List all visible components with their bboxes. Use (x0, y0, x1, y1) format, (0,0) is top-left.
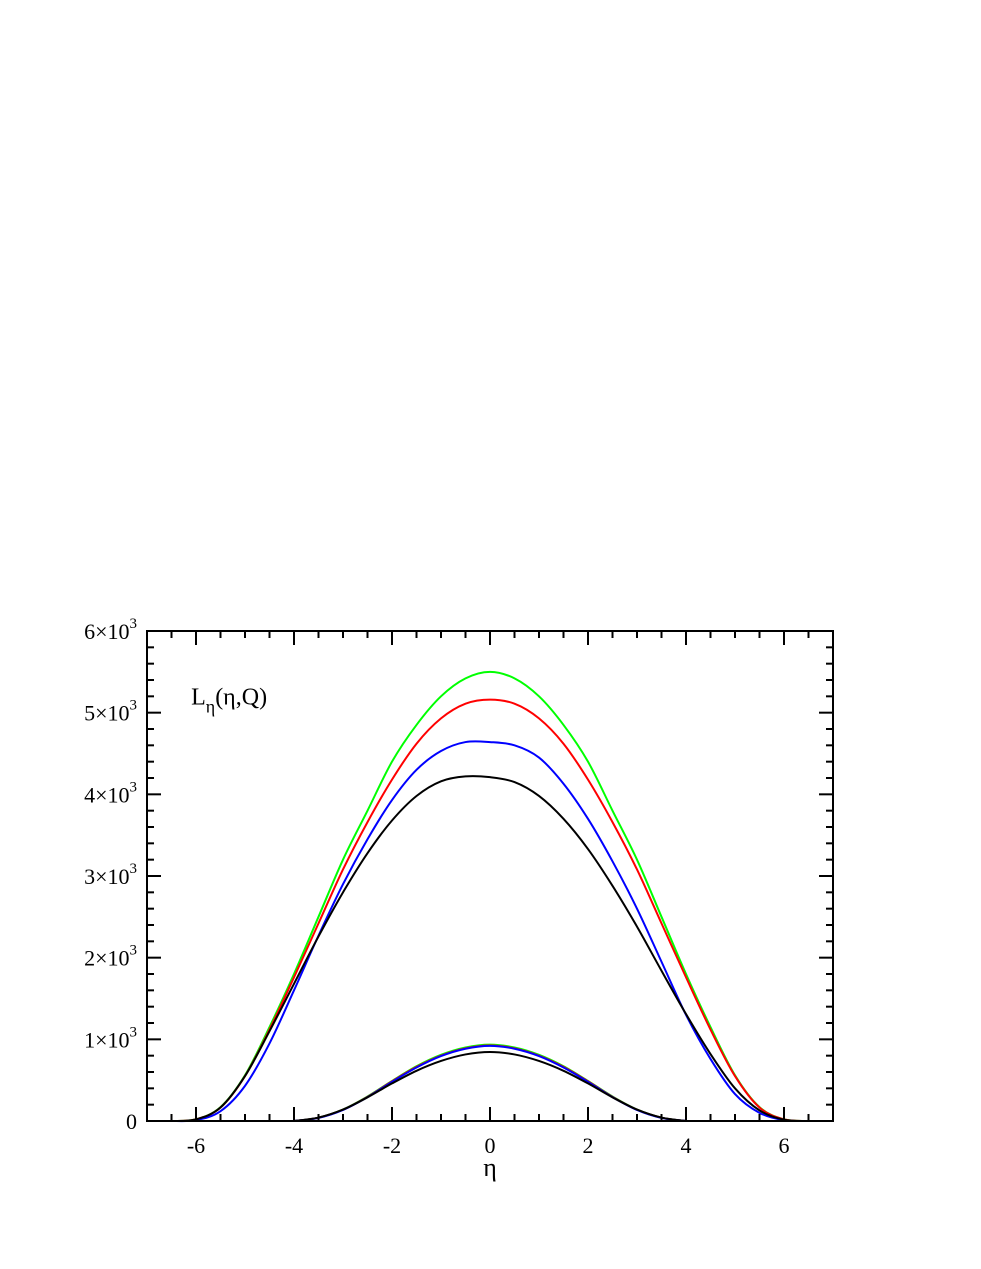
x-tick-label: -2 (383, 1133, 401, 1158)
x-tick-labels: -6 -4 -2 0 2 4 6 (187, 1133, 790, 1158)
y-tick-labels: 0 1×103 2×103 3×103 4×103 5×103 6×103 (84, 616, 137, 1134)
plot-frame (146, 630, 834, 1122)
curves-layer (171, 670, 809, 1123)
y-tick-label: 6×103 (84, 616, 137, 644)
y-tick-label: 1×103 (84, 1024, 137, 1052)
x-tick-label: 4 (681, 1133, 692, 1158)
series-line-3 (171, 740, 809, 1123)
x-tick-label: 2 (583, 1133, 594, 1158)
series-line-4 (171, 775, 809, 1122)
x-axis-title: η (483, 1153, 497, 1182)
y-tick-label: 0 (126, 1109, 137, 1134)
annotation-label: Lη(η,Q) (191, 685, 267, 717)
y-tick-label: 5×103 (84, 698, 137, 726)
series-line-2 (171, 698, 809, 1122)
series-line-8 (293, 1050, 687, 1122)
series-line-1 (171, 670, 809, 1122)
x-tick-label: -6 (187, 1133, 205, 1158)
x-tick-label: 0 (485, 1133, 496, 1158)
y-tick-label: 2×103 (84, 943, 137, 971)
x-tick-label: -4 (285, 1133, 303, 1158)
x-tick-label: 6 (779, 1133, 790, 1158)
y-tick-label: 4×103 (84, 779, 137, 807)
y-tick-label: 3×103 (84, 861, 137, 889)
